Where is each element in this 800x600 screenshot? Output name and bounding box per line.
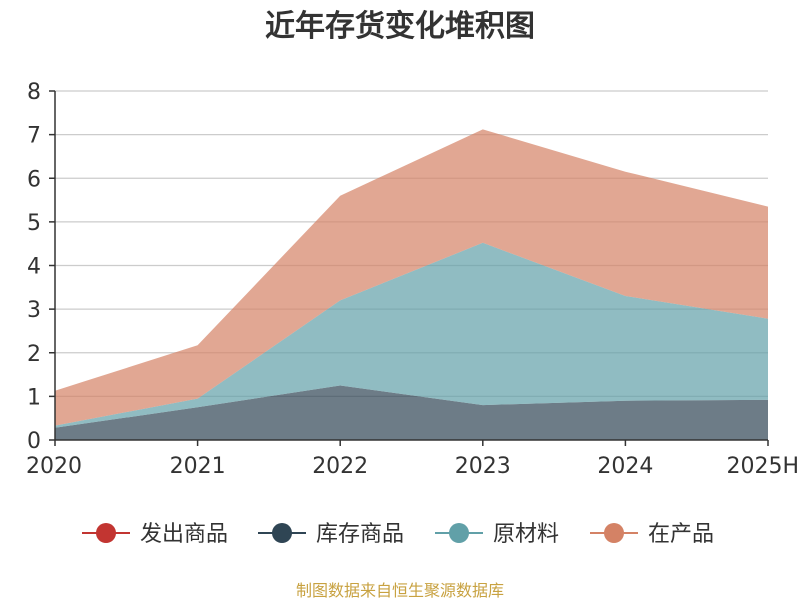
y-tick-label: 2 <box>27 342 41 367</box>
y-tick-label: 4 <box>27 255 41 280</box>
source-note: 制图数据来自恒生聚源数据库 <box>296 581 504 600</box>
legend-item[interactable]: 在产品 <box>590 522 714 547</box>
x-tick-label: 2022 <box>312 454 368 479</box>
legend-item[interactable]: 原材料 <box>435 522 559 547</box>
area-series <box>55 242 768 428</box>
legend-label: 原材料 <box>493 522 559 547</box>
y-tick-label: 1 <box>27 385 41 410</box>
y-tick-label: 7 <box>27 124 41 149</box>
x-tick-label: 2025H <box>726 454 799 479</box>
legend-marker <box>449 523 469 543</box>
legend-marker <box>272 523 292 543</box>
y-tick-label: 0 <box>27 429 41 454</box>
legend-item[interactable]: 发出商品 <box>82 522 228 547</box>
legend[interactable]: 发出商品 库存商品 原材料 在产品 <box>82 522 714 547</box>
legend-marker <box>96 523 116 543</box>
x-tick-label: 2021 <box>170 454 226 479</box>
y-tick-label: 5 <box>27 211 41 236</box>
area-layer <box>55 129 768 440</box>
x-tick-label: 2024 <box>597 454 653 479</box>
y-tick-label: 8 <box>27 80 41 105</box>
chart-title: 近年存货变化堆积图 <box>265 9 535 44</box>
y-axis-label: 亿元 <box>0 92 2 120</box>
legend-label: 发出商品 <box>140 522 228 547</box>
y-tick-label: 6 <box>27 167 41 192</box>
area-series <box>55 129 768 426</box>
axis-layer: 0 1 2 3 4 5 6 7 8 2020 2021 2022 2023 2024 2025H <box>26 80 799 479</box>
legend-item[interactable]: 库存商品 <box>258 522 404 547</box>
y-tick-label: 3 <box>27 298 41 323</box>
legend-label: 库存商品 <box>316 522 404 547</box>
area-series <box>55 385 768 440</box>
x-tick-label: 2020 <box>26 454 82 479</box>
legend-label: 在产品 <box>648 522 714 547</box>
legend-marker <box>604 523 624 543</box>
x-tick-label: 2023 <box>455 454 511 479</box>
